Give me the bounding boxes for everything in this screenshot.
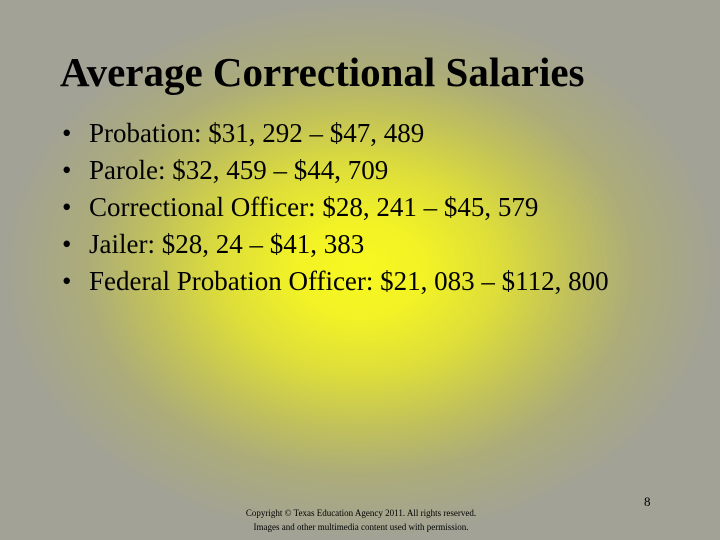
bullet-item-parole: • Parole: $32, 459 – $44, 709	[60, 152, 680, 189]
bullet-text: Probation: $31, 292 – $47, 489	[89, 118, 425, 148]
bullet-text: Jailer: $28, 24 – $41, 383	[89, 229, 365, 259]
permission-line: Images and other multimedia content used…	[253, 522, 469, 532]
bullet-item-jailer: • Jailer: $28, 24 – $41, 383	[60, 226, 680, 263]
bullet-text: Parole: $32, 459 – $44, 709	[89, 155, 389, 185]
bullet-item-federal-probation-officer: • Federal Probation Officer: $21, 083 – …	[60, 263, 680, 300]
bullet-text: Federal Probation Officer: $21, 083 – $1…	[89, 266, 609, 296]
bullet-icon: •	[62, 192, 72, 222]
page-number: 8	[644, 494, 651, 509]
copyright-line: Copyright © Texas Education Agency 2011.…	[245, 508, 477, 518]
bullet-icon: •	[62, 266, 72, 296]
bullet-icon: •	[62, 155, 72, 185]
copyright-notice: Copyright © Texas Education Agency 2011.…	[200, 506, 522, 534]
slide-title: Average Correctional Salaries	[60, 49, 585, 95]
bullet-icon: •	[62, 118, 72, 148]
bullet-list: • Probation: $31, 292 – $47, 489 • Parol…	[60, 115, 680, 300]
bullet-text: Correctional Officer: $28, 241 – $45, 57…	[89, 192, 539, 222]
bullet-icon: •	[62, 229, 72, 259]
bullet-item-probation: • Probation: $31, 292 – $47, 489	[60, 115, 680, 152]
bullet-item-correctional-officer: • Correctional Officer: $28, 241 – $45, …	[60, 189, 680, 226]
